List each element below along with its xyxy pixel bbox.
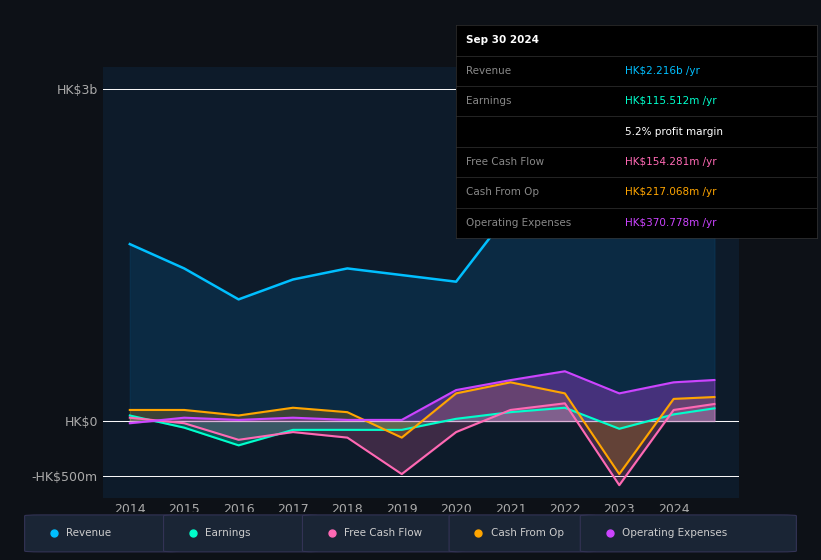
Text: HK$2.216b /yr: HK$2.216b /yr [626, 66, 700, 76]
Text: Free Cash Flow: Free Cash Flow [466, 157, 544, 167]
FancyBboxPatch shape [449, 515, 596, 552]
Text: Operating Expenses: Operating Expenses [622, 529, 727, 538]
Text: Earnings: Earnings [466, 96, 512, 106]
Text: Sep 30 2024: Sep 30 2024 [466, 35, 539, 45]
FancyBboxPatch shape [302, 515, 465, 552]
Text: HK$154.281m /yr: HK$154.281m /yr [626, 157, 717, 167]
Text: HK$115.512m /yr: HK$115.512m /yr [626, 96, 717, 106]
Text: Free Cash Flow: Free Cash Flow [344, 529, 422, 538]
Text: HK$217.068m /yr: HK$217.068m /yr [626, 188, 717, 197]
Text: Earnings: Earnings [205, 529, 250, 538]
Text: 5.2% profit margin: 5.2% profit margin [626, 127, 723, 137]
Text: HK$370.778m /yr: HK$370.778m /yr [626, 218, 717, 228]
Text: Revenue: Revenue [67, 529, 112, 538]
FancyBboxPatch shape [580, 515, 796, 552]
Text: Revenue: Revenue [466, 66, 511, 76]
Text: Cash From Op: Cash From Op [491, 529, 564, 538]
Text: Cash From Op: Cash From Op [466, 188, 539, 197]
FancyBboxPatch shape [163, 515, 318, 552]
Text: Operating Expenses: Operating Expenses [466, 218, 571, 228]
FancyBboxPatch shape [25, 515, 179, 552]
